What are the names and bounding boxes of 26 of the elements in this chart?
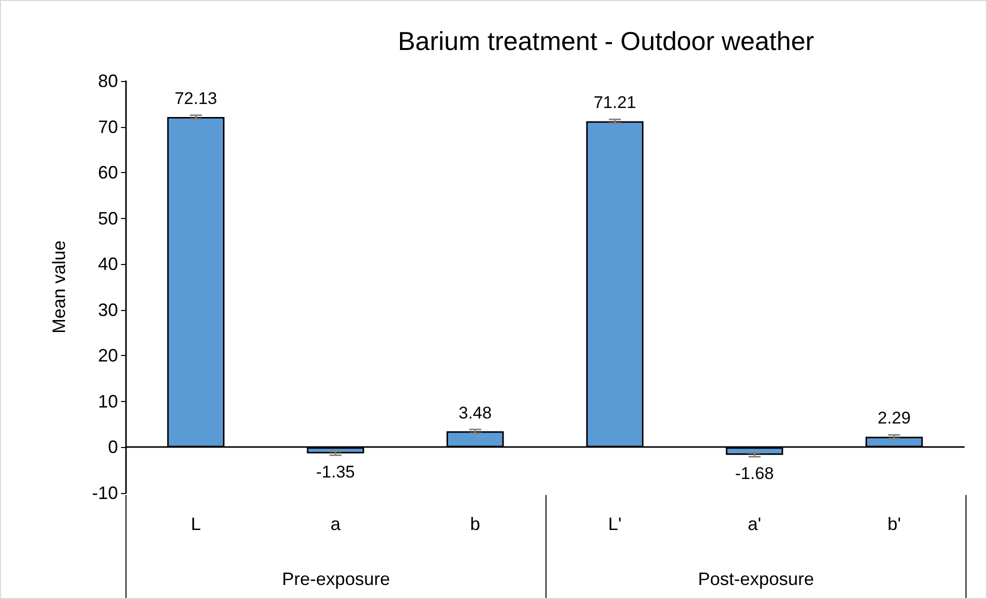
data-label: 3.48 <box>458 403 492 422</box>
y-tick-label: 10 <box>98 391 118 412</box>
y-tick-label: 70 <box>98 116 118 137</box>
data-label: 71.21 <box>594 93 636 112</box>
data-label: 2.29 <box>878 408 911 428</box>
text: Pre-exposure <box>282 569 390 589</box>
chart-title: Barium treatment - Outdoor weather <box>398 26 814 56</box>
y-tick-label: 80 <box>98 71 118 91</box>
y-tick-label: 0 <box>108 437 118 458</box>
x-tick-label: b' <box>887 514 901 534</box>
x-tick-label: a <box>330 514 342 534</box>
y-tick-label: 30 <box>98 300 118 320</box>
data-label: -1.35 <box>316 462 355 482</box>
data-label: 72.13 <box>174 89 218 108</box>
x-tick-label: L' <box>608 514 622 534</box>
data-label: -1.68 <box>735 464 774 483</box>
x-tick-label: a' <box>748 514 762 534</box>
y-tick-label: 40 <box>98 254 118 274</box>
text: Post-exposure <box>698 569 814 589</box>
y-tick-label: -10 <box>92 483 118 503</box>
y-axis-title: Mean value <box>49 240 69 334</box>
y-tick-label: 60 <box>98 162 118 183</box>
y-tick-label: 20 <box>98 346 118 366</box>
x-tick-label: L <box>190 514 201 534</box>
y-tick-label: 50 <box>98 208 118 228</box>
x-tick-label: b <box>470 514 480 534</box>
